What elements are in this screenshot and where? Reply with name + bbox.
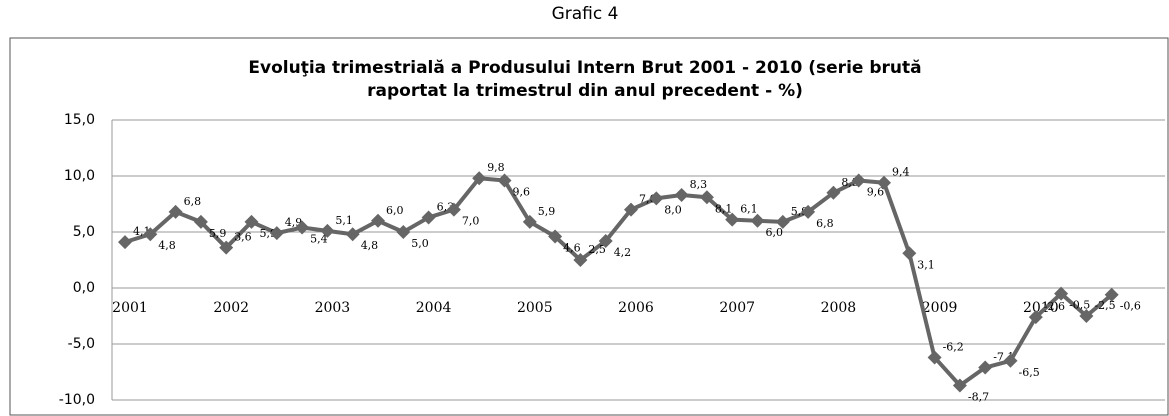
data-label: 2,5 xyxy=(588,243,606,256)
x-tick-label: 2006 xyxy=(618,300,654,316)
marker xyxy=(168,204,183,219)
marker xyxy=(497,173,512,188)
data-label: -2,5 xyxy=(1094,299,1115,312)
data-label: 6,8 xyxy=(816,217,834,230)
data-label: -6,5 xyxy=(1019,366,1040,379)
data-label: 9,8 xyxy=(487,161,505,174)
data-label: -0,5 xyxy=(1069,299,1090,312)
marker xyxy=(826,185,841,200)
marker xyxy=(295,220,310,235)
chart-title: raportat la trimestrul din anul preceden… xyxy=(367,81,803,101)
data-label: -6,2 xyxy=(943,340,964,353)
marker xyxy=(750,213,765,228)
marker xyxy=(952,378,967,393)
data-label: -2,6 xyxy=(1044,300,1065,313)
data-label: 3,1 xyxy=(917,258,935,271)
marker xyxy=(927,350,942,365)
y-tick-label: 10,0 xyxy=(64,168,95,184)
data-label: 5,1 xyxy=(335,214,353,227)
marker xyxy=(1054,286,1069,301)
marker xyxy=(396,225,411,239)
marker xyxy=(1003,353,1018,368)
data-label: 9,6 xyxy=(867,185,885,198)
data-label: 5,0 xyxy=(411,237,429,250)
data-label: 9,4 xyxy=(892,166,910,179)
x-tick-label: 2001 xyxy=(112,300,148,316)
marker xyxy=(1028,310,1043,325)
data-label: 3,6 xyxy=(234,231,252,244)
data-label: 4,8 xyxy=(361,239,379,252)
series-line xyxy=(124,176,1113,388)
marker xyxy=(143,227,158,242)
marker xyxy=(1104,287,1119,302)
marker xyxy=(1079,309,1094,323)
y-tick-label: -10,0 xyxy=(59,392,95,408)
marker xyxy=(851,173,866,188)
marker xyxy=(345,227,360,242)
data-label: 5,9 xyxy=(209,227,227,240)
data-label: -0,6 xyxy=(1120,300,1141,313)
marker xyxy=(244,214,259,229)
marker xyxy=(371,213,385,228)
marker xyxy=(649,191,664,206)
data-label: 9,6 xyxy=(513,185,531,198)
x-tick-label: 2008 xyxy=(821,300,857,316)
marker xyxy=(421,210,436,225)
marker xyxy=(801,204,816,219)
data-label: 4,8 xyxy=(158,239,176,252)
x-tick-label: 2007 xyxy=(719,300,755,316)
x-tick-label: 2002 xyxy=(213,300,249,316)
marker xyxy=(219,240,234,255)
data-label: 5,9 xyxy=(260,227,278,240)
data-label: 4,6 xyxy=(563,241,581,254)
y-tick-label: -5,0 xyxy=(68,336,95,352)
chart-title: Evoluţia trimestrială a Produsului Inter… xyxy=(248,58,921,78)
data-label: 6,0 xyxy=(766,226,784,239)
marker xyxy=(320,223,335,238)
marker xyxy=(624,202,638,217)
x-tick-label: 2003 xyxy=(315,300,351,316)
x-tick-label: 2009 xyxy=(922,300,958,316)
marker xyxy=(775,214,790,229)
marker xyxy=(978,360,993,375)
marker xyxy=(446,202,461,217)
x-tick-label: 2005 xyxy=(517,300,553,316)
y-tick-label: 15,0 xyxy=(64,112,95,128)
data-label: 6,1 xyxy=(740,203,758,216)
marker xyxy=(877,175,891,190)
marker xyxy=(269,226,284,241)
y-tick-label: 0,0 xyxy=(73,280,95,296)
marker xyxy=(118,235,132,250)
data-label: 5,4 xyxy=(310,233,328,246)
marker xyxy=(725,212,740,227)
data-label: 5,9 xyxy=(791,205,809,218)
marker xyxy=(522,214,537,229)
data-label: 4,2 xyxy=(614,246,632,259)
marker xyxy=(598,233,613,248)
data-label: 5,9 xyxy=(538,205,556,218)
y-tick-label: 5,0 xyxy=(73,224,95,240)
marker xyxy=(472,171,487,186)
data-label: 8,3 xyxy=(690,178,708,191)
marker xyxy=(902,246,917,261)
data-label: 7,0 xyxy=(462,215,480,228)
marker xyxy=(193,214,208,229)
data-label: 6,8 xyxy=(184,195,202,208)
data-label: 6,0 xyxy=(386,204,404,217)
marker xyxy=(573,253,588,267)
marker xyxy=(674,188,689,203)
x-tick-label: 2004 xyxy=(416,300,452,316)
marker xyxy=(699,190,714,205)
data-label: 8,1 xyxy=(715,202,733,215)
data-label: 8,0 xyxy=(664,203,682,216)
data-label: -8,7 xyxy=(968,390,989,403)
page-title: Grafic 4 xyxy=(552,4,619,24)
marker xyxy=(548,229,563,244)
